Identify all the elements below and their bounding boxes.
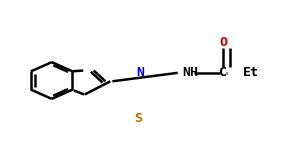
Text: NH: NH	[182, 66, 198, 79]
Text: C: C	[219, 66, 227, 79]
Text: Et: Et	[243, 66, 259, 79]
Text: O: O	[219, 36, 227, 49]
Text: S: S	[134, 112, 142, 124]
Text: N: N	[136, 66, 144, 79]
